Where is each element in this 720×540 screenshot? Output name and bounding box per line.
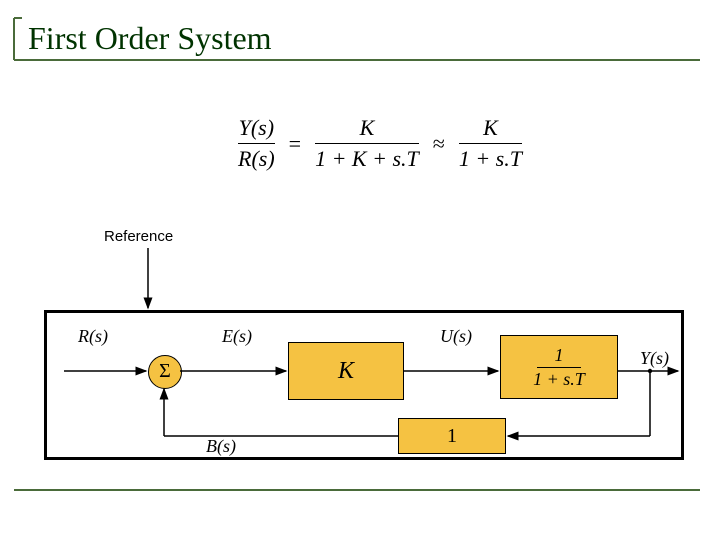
summing-label: Σ — [159, 360, 171, 382]
page-title: First Order System — [28, 20, 272, 57]
signal-b: B(s) — [206, 436, 236, 457]
tf-mid-num: K — [315, 115, 419, 141]
signal-u: U(s) — [440, 326, 472, 347]
tf-eq-sign: = — [281, 115, 309, 172]
signal-r: R(s) — [78, 326, 108, 347]
plant-block: 1 1 + s.T — [500, 335, 618, 399]
tf-rhs-num: K — [459, 115, 522, 141]
feedback-block-label: 1 — [447, 425, 457, 448]
feedback-block: 1 — [398, 418, 506, 454]
signal-e: E(s) — [222, 326, 252, 347]
transfer-function-equation: Y(s) R(s) = K 1 + K + s.T ≈ K 1 + s.T — [180, 115, 580, 172]
signal-y: Y(s) — [640, 348, 669, 369]
plant-block-den: 1 + s.T — [533, 370, 585, 389]
tf-mid-den: 1 + K + s.T — [315, 146, 419, 172]
summing-junction: Σ — [148, 355, 182, 389]
reference-label: Reference — [104, 228, 173, 245]
tf-approx-sign: ≈ — [425, 115, 453, 172]
tf-rhs-den: 1 + s.T — [459, 146, 522, 172]
tf-lhs-num: Y(s) — [238, 115, 275, 141]
gain-block-k-label: K — [338, 358, 354, 385]
plant-block-num: 1 — [533, 346, 585, 365]
tf-lhs-den: R(s) — [238, 146, 275, 172]
gain-block-k: K — [288, 342, 404, 400]
